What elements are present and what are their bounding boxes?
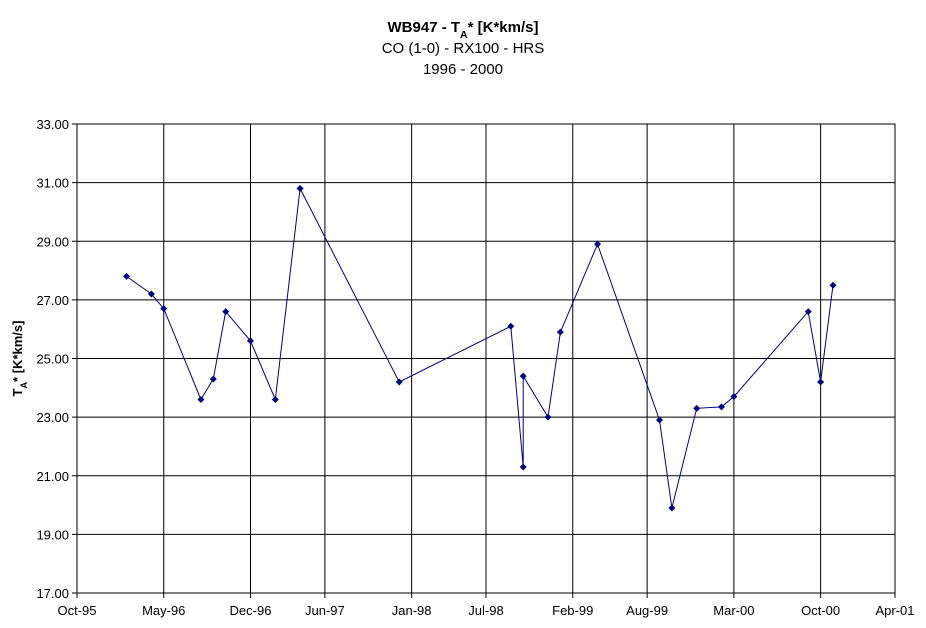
y-axis-label-main: T xyxy=(10,388,25,396)
chart-title-main: CO (1-0) - RX100 - HRS xyxy=(382,40,545,57)
data-point xyxy=(519,372,527,380)
chart-title: 1996 - 2000 xyxy=(423,61,503,78)
data-point xyxy=(544,413,552,421)
data-point xyxy=(804,308,812,316)
data-point xyxy=(160,305,168,313)
data-point xyxy=(693,404,701,412)
y-tick-label: 31.00 xyxy=(36,176,69,191)
x-tick-label: Dec-96 xyxy=(230,603,272,618)
chart-title-main: 1996 - 2000 xyxy=(423,61,503,78)
x-tick-label: May-96 xyxy=(142,603,185,618)
y-axis-label-sub: A xyxy=(19,382,29,389)
chart-title: CO (1-0) - RX100 - HRS xyxy=(382,40,545,57)
data-point xyxy=(594,240,602,248)
y-tick-label: 23.00 xyxy=(36,410,69,425)
x-tick-label: Apr-01 xyxy=(875,603,914,618)
y-axis-label: TA* [K*km/s] xyxy=(10,321,29,397)
data-point xyxy=(222,308,230,316)
y-tick-label: 25.00 xyxy=(36,352,69,367)
x-tick-label: Jan-98 xyxy=(392,603,432,618)
data-point xyxy=(271,396,279,404)
data-point xyxy=(395,378,403,386)
data-line xyxy=(126,186,834,509)
data-point xyxy=(656,416,664,424)
data-point xyxy=(296,184,304,192)
x-tick-label: Feb-99 xyxy=(552,603,593,618)
data-point xyxy=(147,290,155,298)
data-point xyxy=(717,403,725,411)
data-point xyxy=(209,375,217,383)
y-tick-label: 17.00 xyxy=(36,586,69,601)
data-point xyxy=(817,378,825,386)
data-point xyxy=(519,463,527,471)
data-point xyxy=(247,337,255,345)
x-tick-label: Oct-00 xyxy=(801,603,840,618)
y-tick-label: 29.00 xyxy=(36,234,69,249)
x-tick-label: Oct-95 xyxy=(57,603,96,618)
data-point xyxy=(507,322,515,330)
y-tick-label: 21.00 xyxy=(36,469,69,484)
x-tick-label: Aug-99 xyxy=(626,603,668,618)
data-point xyxy=(668,504,676,512)
data-point xyxy=(829,281,837,289)
data-point xyxy=(123,272,131,280)
x-tick-label: Jun-97 xyxy=(305,603,345,618)
y-tick-label: 19.00 xyxy=(36,527,69,542)
y-tick-label: 33.00 xyxy=(36,117,69,132)
data-point xyxy=(556,328,564,336)
x-tick-label: Jul-98 xyxy=(468,603,503,618)
data-point xyxy=(730,393,738,401)
x-tick-label: Mar-00 xyxy=(713,603,754,618)
chart-title-sub: A xyxy=(460,29,468,41)
chart-title-rest: * [K*km/s] xyxy=(468,19,539,36)
chart-title: WB947 - TA* [K*km/s] xyxy=(388,19,539,41)
y-axis-label-rest: * [K*km/s] xyxy=(10,321,25,382)
chart-title-main: WB947 - T xyxy=(388,19,461,36)
data-point xyxy=(197,396,205,404)
y-tick-label: 27.00 xyxy=(36,293,69,308)
